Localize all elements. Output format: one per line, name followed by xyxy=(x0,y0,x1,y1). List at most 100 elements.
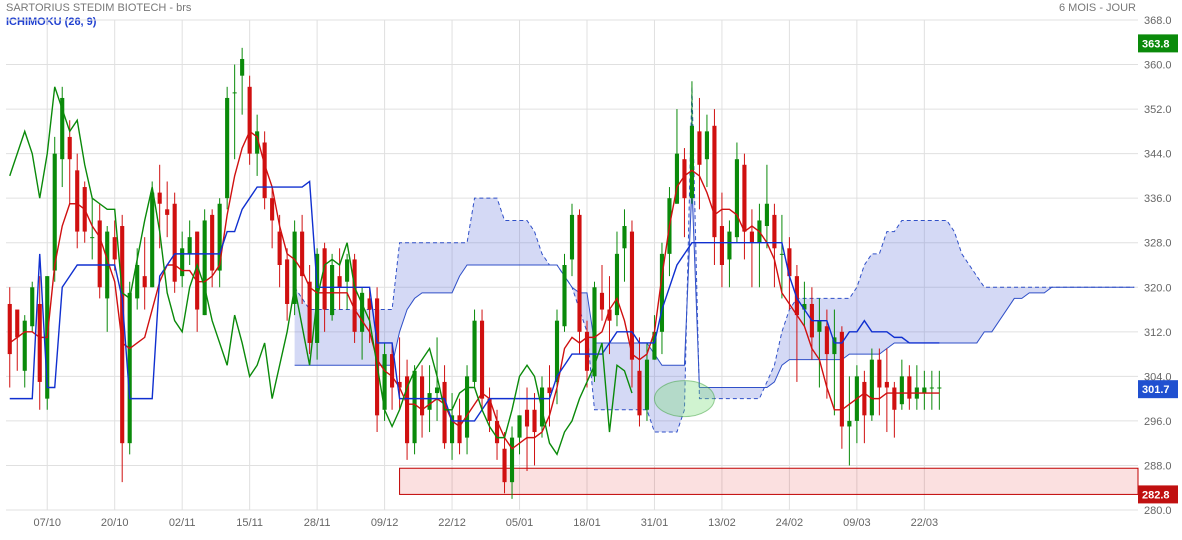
candle-body xyxy=(637,371,641,416)
tenkan-line xyxy=(10,131,940,448)
candle-body xyxy=(173,204,177,282)
candle-body xyxy=(270,198,274,220)
candle-body xyxy=(68,137,72,159)
x-tick-label: 07/10 xyxy=(33,517,61,529)
candle-body xyxy=(210,215,214,271)
candle-body xyxy=(457,415,461,443)
y-tick-label: 368.0 xyxy=(1144,15,1172,27)
candle-body xyxy=(562,265,566,326)
y-tick-label: 296.0 xyxy=(1144,416,1172,428)
x-tick-label: 22/12 xyxy=(438,517,466,529)
y-tick-label: 312.0 xyxy=(1144,327,1172,339)
candle-body xyxy=(555,321,559,382)
candle-body xyxy=(885,382,889,388)
chart-svg: 280.0288.0296.0304.0312.0320.0328.0336.0… xyxy=(0,0,1182,540)
y-tick-label: 288.0 xyxy=(1144,460,1172,472)
candle-body xyxy=(143,276,147,287)
candle-body xyxy=(165,209,169,215)
candle-body xyxy=(817,321,821,332)
candle-body xyxy=(128,293,132,443)
y-tick-label: 328.0 xyxy=(1144,238,1172,250)
candle-body xyxy=(825,326,829,354)
y-tick-label: 352.0 xyxy=(1144,104,1172,116)
x-tick-label: 09/03 xyxy=(843,517,871,529)
candle-body xyxy=(720,226,724,265)
y-tick-label: 320.0 xyxy=(1144,282,1172,294)
candle-body xyxy=(98,220,102,287)
candle-body xyxy=(907,376,911,398)
candle-body xyxy=(645,360,649,410)
candle-body xyxy=(900,376,904,404)
candle-body xyxy=(413,371,417,443)
candle-body xyxy=(353,259,357,331)
x-tick-label: 22/03 xyxy=(911,517,939,529)
candle-body xyxy=(780,254,784,255)
price-tag-value: 363.8 xyxy=(1142,38,1170,50)
candle-body xyxy=(615,254,619,315)
candle-body xyxy=(113,237,117,259)
candle-body xyxy=(8,304,12,354)
candle-body xyxy=(742,165,746,232)
candle-body xyxy=(502,449,506,482)
candle-body xyxy=(750,232,754,243)
candle-body xyxy=(225,98,229,198)
candle-body xyxy=(233,92,237,93)
candle-body xyxy=(690,126,694,198)
candle-body xyxy=(53,154,57,271)
x-tick-label: 31/01 xyxy=(641,517,669,529)
candle-body xyxy=(937,388,941,389)
candle-body xyxy=(517,415,521,437)
candle-body xyxy=(38,304,42,382)
x-tick-label: 13/02 xyxy=(708,517,736,529)
x-tick-label: 05/01 xyxy=(506,517,534,529)
candle-body xyxy=(435,388,439,394)
x-tick-label: 02/11 xyxy=(169,517,196,529)
candle-body xyxy=(705,131,709,159)
candle-body xyxy=(727,232,731,260)
candle-body xyxy=(472,321,476,382)
candle-body xyxy=(765,204,769,226)
candle-body xyxy=(480,321,484,399)
candle-body xyxy=(90,237,94,238)
candle-body xyxy=(278,232,282,265)
candle-body xyxy=(465,376,469,437)
candle-body xyxy=(203,220,207,315)
candle-body xyxy=(180,248,184,276)
candle-body xyxy=(360,293,364,332)
candle-body xyxy=(622,226,626,248)
y-tick-label: 360.0 xyxy=(1144,60,1172,72)
candle-body xyxy=(442,382,446,443)
candle-body xyxy=(577,215,581,332)
x-tick-label: 28/11 xyxy=(304,517,331,529)
candle-body xyxy=(158,193,162,204)
candle-body xyxy=(712,126,716,237)
candle-body xyxy=(847,421,851,427)
candle-body xyxy=(150,193,154,288)
x-tick-label: 24/02 xyxy=(776,517,804,529)
candle-body xyxy=(338,276,342,287)
highlight-ellipse xyxy=(654,381,714,417)
ichimoku-candlestick-chart: SARTORIUS STEDIM BIOTECH - brs 6 MOIS - … xyxy=(0,0,1182,540)
candle-body xyxy=(75,170,79,231)
candle-body xyxy=(345,259,349,281)
candle-body xyxy=(23,321,27,371)
y-tick-label: 280.0 xyxy=(1144,505,1172,517)
candle-body xyxy=(240,59,244,76)
candle-body xyxy=(630,232,634,360)
candle-body xyxy=(15,310,19,338)
candle-body xyxy=(877,360,881,388)
y-tick-label: 336.0 xyxy=(1144,193,1172,205)
x-tick-label: 09/12 xyxy=(371,517,399,529)
candle-body xyxy=(697,131,701,164)
candle-body xyxy=(922,388,926,394)
candle-body xyxy=(892,388,896,410)
price-tag-value: 301.7 xyxy=(1142,384,1170,396)
candle-body xyxy=(862,382,866,415)
x-tick-label: 15/11 xyxy=(236,517,263,529)
candle-body xyxy=(600,293,604,310)
candle-body xyxy=(30,287,34,326)
candle-body xyxy=(308,282,312,343)
candle-body xyxy=(735,159,739,237)
candle-body xyxy=(930,388,934,389)
price-tag-value: 282.8 xyxy=(1142,489,1170,501)
